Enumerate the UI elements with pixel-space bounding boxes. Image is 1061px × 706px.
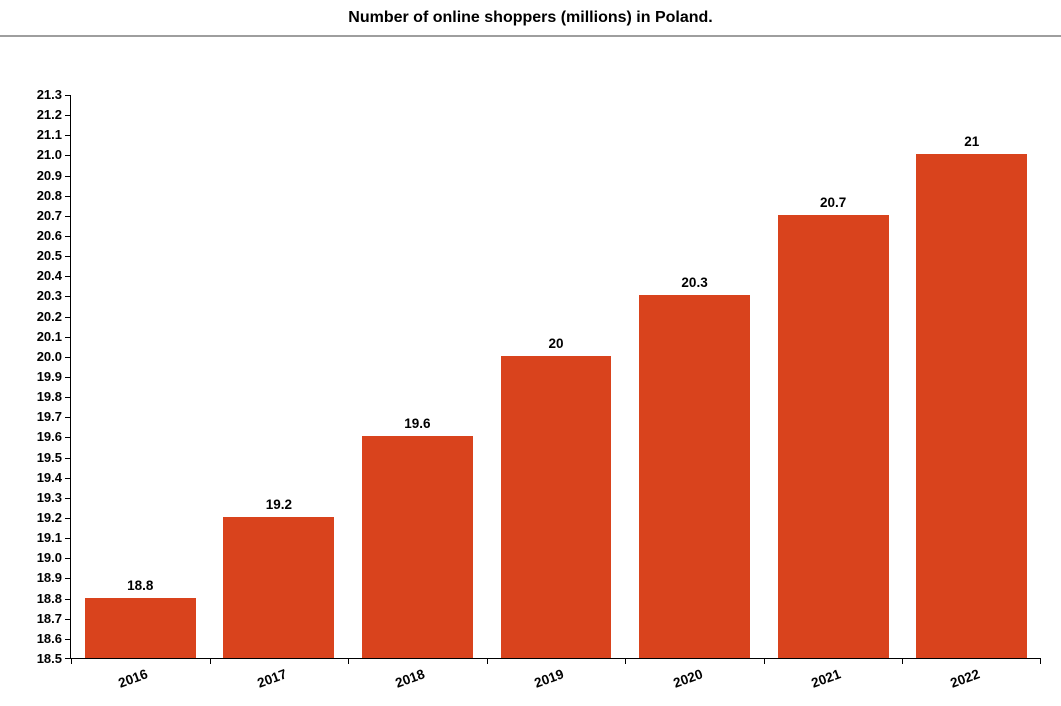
y-axis-tick-mark (65, 296, 71, 297)
y-axis-tick-label: 19.3 (36, 489, 62, 505)
bar-value-label: 18.8 (127, 577, 154, 593)
bar-value-label: 20 (548, 335, 564, 351)
y-axis-tick-mark (65, 578, 71, 579)
y-axis-tick-mark (65, 538, 71, 539)
y-axis-tick-label: 19.4 (36, 469, 62, 485)
y-axis-tick-label: 20.9 (36, 167, 62, 183)
y-axis-tick-label: 20.2 (36, 308, 62, 324)
y-axis-tick-mark (65, 377, 71, 378)
bar-value-label: 20.7 (819, 194, 847, 210)
y-axis-tick-label: 19.9 (36, 369, 62, 384)
x-axis-tick-mark (348, 658, 349, 664)
y-axis-tick-label: 21.2 (36, 107, 62, 123)
bar-2021 (777, 214, 889, 658)
y-axis-tick-mark (65, 437, 71, 438)
y-axis-tick-label: 20.0 (36, 348, 62, 364)
y-axis-tick-mark (65, 658, 71, 659)
y-axis-tick-label: 19.0 (36, 550, 62, 566)
bar-chart: 21.3 21.2 21.1 21.0 20.9 20.8 20.7 20.6 20.5 20.4… (0, 39, 1061, 706)
y-axis-tick-label: 18.6 (36, 630, 62, 646)
y-axis-tick-label: 19.1 (36, 530, 62, 546)
x-axis-tick-mark (487, 658, 488, 664)
x-axis-tick-label: 2017 (255, 666, 289, 691)
bar-value-label: 19.6 (404, 416, 431, 432)
bar-2018 (362, 436, 473, 658)
y-axis-tick-label: 20.5 (36, 248, 62, 264)
x-axis-tick-label: 2022 (948, 666, 982, 691)
y-axis-tick-label: 18.9 (36, 570, 62, 586)
bar-2022 (916, 154, 1028, 658)
y-axis-tick-mark (65, 619, 71, 620)
y-axis-tick-label: 18.8 (36, 590, 62, 606)
x-axis-tick-label: 2020 (670, 666, 705, 691)
y-axis-tick-mark (65, 256, 71, 257)
y-axis-tick-mark (65, 639, 71, 640)
y-axis-tick-label: 19.7 (36, 409, 62, 425)
y-axis-tick-mark (65, 458, 71, 459)
y-axis-tick-mark (65, 397, 71, 398)
y-axis-tick-label: 21.1 (36, 127, 62, 143)
y-axis-tick-mark (65, 599, 71, 600)
bar-2020 (639, 295, 750, 658)
y-axis-tick-mark (65, 317, 71, 318)
bar-2016 (84, 597, 196, 658)
plot-area: 21.3 21.2 21.1 21.0 20.9 20.8 20.7 20.6 20.5 20.4… (37, 87, 1041, 691)
y-axis-tick-label: 20.1 (36, 328, 62, 344)
y-axis-tick-label: 19.8 (36, 389, 62, 405)
y-axis-tick-mark (65, 558, 71, 559)
y-axis-tick-mark (65, 216, 71, 217)
y-axis-tick-label: 21.0 (36, 147, 62, 163)
chart-title: Number of online shoppers (millions) in … (348, 8, 713, 26)
y-axis-tick-label: 20.6 (36, 228, 62, 243)
bar-value-label: 19.2 (265, 497, 292, 512)
y-axis-tick-label: 19.5 (36, 449, 62, 465)
y-axis-tick-label: 19.6 (36, 429, 62, 445)
y-axis-tick-label: 20.4 (36, 268, 62, 284)
x-axis-tick-mark (210, 658, 211, 664)
x-axis-tick-mark (764, 658, 765, 664)
y-axis-tick-mark (65, 236, 71, 237)
y-axis-tick-label: 20.8 (36, 187, 62, 203)
bar-value-label: 20.3 (681, 275, 708, 291)
y-axis-tick-mark (65, 196, 71, 197)
y-axis-tick-mark (65, 115, 71, 116)
y-axis-tick-mark (65, 478, 71, 479)
y-axis-tick-mark (65, 276, 71, 277)
y-axis-tick-mark (65, 417, 71, 418)
y-axis-tick-mark (65, 135, 71, 136)
x-axis-tick-mark (71, 658, 72, 664)
y-axis-tick-label: 21.3 (36, 87, 62, 102)
y-axis-tick-mark (65, 176, 71, 177)
x-axis-tick-label: 2016 (116, 666, 150, 691)
y-axis-tick-mark (65, 337, 71, 338)
title-bar: Number of online shoppers (millions) in … (0, 0, 1061, 37)
x-axis-tick-mark (625, 658, 626, 664)
y-axis-tick-label: 19.2 (36, 510, 62, 525)
x-axis-tick-label: 2019 (532, 666, 566, 691)
y-axis-tick-mark (65, 498, 71, 499)
bar-2019 (500, 355, 612, 658)
x-axis-tick-mark (1040, 658, 1041, 664)
x-axis-tick-label: 2021 (809, 666, 843, 691)
y-axis-tick-mark (65, 95, 71, 96)
y-axis-tick-mark (65, 357, 71, 358)
y-axis-tick-label: 20.3 (36, 288, 62, 304)
x-axis-tick-mark (902, 658, 903, 664)
y-axis-tick-mark (65, 518, 71, 519)
y-axis-tick-mark (65, 155, 71, 156)
y-axis-tick-label: 20.7 (36, 207, 62, 223)
y-axis-tick-label: 18.7 (36, 610, 62, 626)
bar-value-label: 21 (964, 134, 980, 150)
bar-2017 (223, 517, 335, 658)
y-axis-tick-label: 18.5 (36, 651, 62, 666)
x-axis-tick-label: 2018 (393, 666, 428, 691)
